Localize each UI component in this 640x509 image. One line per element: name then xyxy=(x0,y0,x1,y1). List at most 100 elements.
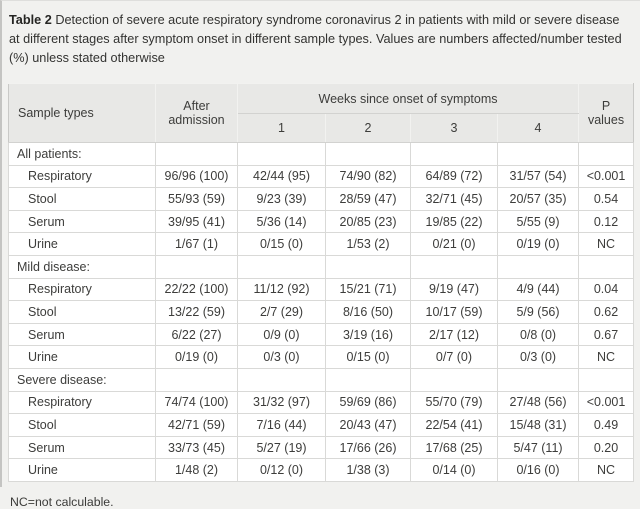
col-header-week-1: 1 xyxy=(237,113,326,143)
value-cell: 0/7 (0) xyxy=(410,345,498,369)
table-row: Serum 6/22 (27) 0/9 (0) 3/19 (16) 2/17 (12) 0… xyxy=(8,322,635,347)
sample-type-cell: Serum xyxy=(8,435,156,460)
section-header-row: Severe disease: xyxy=(8,367,635,392)
value-cell: 9/19 (47) xyxy=(410,277,498,302)
col-header-sample-types: Sample types xyxy=(8,83,156,143)
section-label: Mild disease: xyxy=(8,254,156,279)
value-cell: 0/3 (0) xyxy=(496,345,580,369)
table-row: Urine 1/67 (1) 0/15 (0) 1/53 (2) 0/21 (0) 0/1… xyxy=(8,232,635,256)
value-cell: 0/14 (0) xyxy=(410,458,498,482)
header-row-top: Sample types After admission Weeks since… xyxy=(8,83,635,143)
section-label: Severe disease: xyxy=(8,367,156,392)
value-cell: 11/12 (92) xyxy=(237,277,326,302)
value-cell: 32/71 (45) xyxy=(410,187,498,211)
sample-type-cell: Urine xyxy=(8,232,156,256)
sample-type-cell: Respiratory xyxy=(8,390,156,415)
value-cell: 5/47 (11) xyxy=(496,435,580,460)
value-cell: 0/15 (0) xyxy=(325,345,411,369)
value-cell: 74/74 (100) xyxy=(155,390,238,415)
value-cell: 20/57 (35) xyxy=(496,187,580,211)
value-cell: 0/15 (0) xyxy=(237,232,326,256)
value-cell: 13/22 (59) xyxy=(155,300,238,324)
results-table: Sample types After admission Weeks since… xyxy=(8,83,635,482)
value-cell: 15/48 (31) xyxy=(496,413,580,437)
value-cell: 0/16 (0) xyxy=(496,458,580,482)
empty-cell xyxy=(325,367,411,392)
empty-cell xyxy=(578,254,635,279)
value-cell: 9/23 (39) xyxy=(237,187,326,211)
table-caption-text: Detection of severe acute respiratory sy… xyxy=(9,13,622,65)
value-cell: 39/95 (41) xyxy=(155,209,238,234)
empty-cell xyxy=(496,142,580,166)
value-cell: 74/90 (82) xyxy=(325,164,411,189)
sample-type-cell: Serum xyxy=(8,209,156,234)
value-cell: 19/85 (22) xyxy=(410,209,498,234)
value-cell: 5/55 (9) xyxy=(496,209,580,234)
value-cell: 33/73 (45) xyxy=(155,435,238,460)
sample-type-cell: Stool xyxy=(8,300,156,324)
value-cell: 0/21 (0) xyxy=(410,232,498,256)
value-cell: 55/93 (59) xyxy=(155,187,238,211)
section-header-row: Mild disease: xyxy=(8,254,635,279)
value-cell: 10/17 (59) xyxy=(410,300,498,324)
value-cell: 1/53 (2) xyxy=(325,232,411,256)
value-cell: 0/19 (0) xyxy=(155,345,238,369)
table-caption-label: Table 2 xyxy=(9,13,52,27)
table-row: Urine 1/48 (2) 0/12 (0) 1/38 (3) 0/14 (0) 0/1… xyxy=(8,458,635,482)
table-row: Respiratory 96/96 (100) 42/44 (95) 74/90 (8… xyxy=(8,164,635,189)
sample-type-cell: Stool xyxy=(8,413,156,437)
sample-type-cell: Urine xyxy=(8,345,156,369)
value-cell: 0/3 (0) xyxy=(237,345,326,369)
value-cell: <0.001 xyxy=(578,164,635,189)
table-header: Sample types After admission Weeks since… xyxy=(8,83,635,143)
sample-type-cell: Serum xyxy=(8,322,156,347)
value-cell: NC xyxy=(578,458,635,482)
value-cell: 17/66 (26) xyxy=(325,435,411,460)
empty-cell xyxy=(155,367,238,392)
value-cell: 1/48 (2) xyxy=(155,458,238,482)
col-header-week-2: 2 xyxy=(325,113,411,143)
value-cell: 4/9 (44) xyxy=(496,277,580,302)
table-caption: Table 2 Detection of severe acute respir… xyxy=(9,11,632,68)
value-cell: NC xyxy=(578,345,635,369)
value-cell: 31/57 (54) xyxy=(496,164,580,189)
value-cell: 0.04 xyxy=(578,277,635,302)
value-cell: 22/54 (41) xyxy=(410,413,498,437)
value-cell: 6/22 (27) xyxy=(155,322,238,347)
empty-cell xyxy=(237,254,326,279)
value-cell: 59/69 (86) xyxy=(325,390,411,415)
col-header-after-admission: After admission xyxy=(155,83,238,143)
header-row-weeks: 1 2 3 4 xyxy=(9,113,634,143)
empty-cell xyxy=(155,142,238,166)
value-cell: 1/67 (1) xyxy=(155,232,238,256)
value-cell: 0.54 xyxy=(578,187,635,211)
table-row: Stool 42/71 (59) 7/16 (44) 20/43 (47) 22/54 … xyxy=(8,413,635,437)
value-cell: 64/89 (72) xyxy=(410,164,498,189)
value-cell: 0/9 (0) xyxy=(237,322,326,347)
section-header-row: All patients: xyxy=(8,142,635,166)
value-cell: 28/59 (47) xyxy=(325,187,411,211)
table-row: Serum 39/95 (41) 5/36 (14) 20/85 (23) 19/85 … xyxy=(8,209,635,234)
sample-type-cell: Stool xyxy=(8,187,156,211)
value-cell: 2/7 (29) xyxy=(237,300,326,324)
value-cell: 17/68 (25) xyxy=(410,435,498,460)
value-cell: 96/96 (100) xyxy=(155,164,238,189)
value-cell: 1/38 (3) xyxy=(325,458,411,482)
value-cell: 55/70 (79) xyxy=(410,390,498,415)
value-cell: 0/12 (0) xyxy=(237,458,326,482)
empty-cell xyxy=(237,142,326,166)
table-row: Respiratory 22/22 (100) 11/12 (92) 15/21 (7… xyxy=(8,277,635,302)
value-cell: 7/16 (44) xyxy=(237,413,326,437)
col-header-week-3: 3 xyxy=(410,113,498,143)
value-cell: 0/19 (0) xyxy=(496,232,580,256)
value-cell: 8/16 (50) xyxy=(325,300,411,324)
empty-cell xyxy=(578,367,635,392)
col-header-p-values: P values xyxy=(578,83,635,143)
table-row: Respiratory 74/74 (100) 31/32 (97) 59/69 (8… xyxy=(8,390,635,415)
value-cell: 2/17 (12) xyxy=(410,322,498,347)
section-label: All patients: xyxy=(8,142,156,166)
value-cell: 15/21 (71) xyxy=(325,277,411,302)
value-cell: 5/27 (19) xyxy=(237,435,326,460)
empty-cell xyxy=(410,367,498,392)
